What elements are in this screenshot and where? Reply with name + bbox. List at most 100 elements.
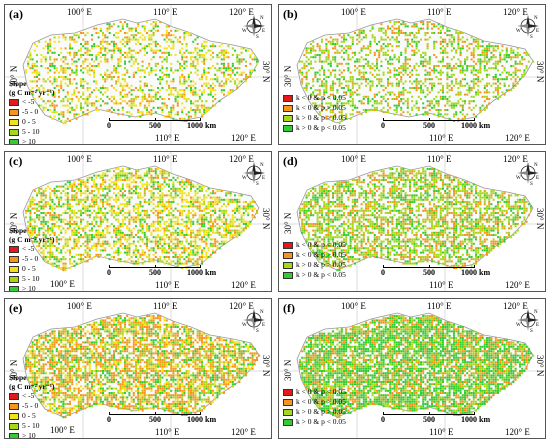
scale-tick-label: 0 (381, 121, 385, 130)
legend-item: k < 0 & p > 0.05 (283, 103, 346, 113)
legend-swatch (9, 392, 19, 400)
legend-label: 0 - 5 (22, 264, 36, 273)
legend-unit: (g C m⁻² yr⁻¹) (9, 235, 55, 244)
legend-item: > 10 (9, 284, 55, 291)
legend-title: Slope (9, 79, 27, 88)
legend-item: -5 - 0 (9, 254, 55, 264)
scale-tick-label: 1000 km (187, 268, 217, 277)
top-longitude-label: 110° E (153, 154, 178, 164)
trend-pixels (25, 21, 258, 125)
trend-pixels (25, 315, 261, 419)
top-longitude-label: 120° E (229, 154, 254, 164)
legend-swatch (283, 271, 293, 279)
legend-label: k < 0 & p < 0.05 (296, 93, 346, 102)
legend-label: -5 - 0 (22, 401, 39, 410)
top-longitude-label: 110° E (153, 301, 178, 311)
panel-label: (c) (9, 154, 23, 168)
scale-bar: 0 500 1000 km (107, 118, 216, 134)
legend-item: 5 - 10 (9, 274, 55, 284)
top-longitude-label: 120° E (503, 301, 528, 311)
basin-map (5, 152, 271, 291)
panel-label: (e) (9, 301, 23, 315)
top-longitude-label: 100° E (341, 7, 366, 17)
legend-item: > 10 (9, 137, 55, 144)
legend-swatch (283, 104, 293, 112)
bottom-longitude-label: 120° E (505, 280, 530, 290)
legend-swatch (283, 388, 293, 396)
basin-map (279, 5, 545, 144)
scale-tick-label: 0 (381, 415, 385, 424)
panel-label: (a) (9, 7, 23, 21)
svg-text:W: W (516, 29, 521, 34)
map-panel-a: (a) 100° E 110° E 120° E 110° E 120° E 30° N 30… (4, 4, 272, 145)
legend-item: -5 - 0 (9, 107, 55, 117)
legend-item: k > 0 & p > 0.05 (283, 260, 346, 270)
legend: k < 0 & p < 0.05 k < 0 & p > 0.05 k > 0 & … (283, 240, 346, 280)
legend-swatch (283, 94, 293, 102)
legend-label: k < 0 & p > 0.05 (296, 397, 346, 406)
legend-swatch (9, 108, 19, 116)
trend-pixels (299, 315, 535, 419)
legend-item: 5 - 10 (9, 421, 55, 431)
scale-tick-label: 0 (381, 268, 385, 277)
legend-unit: (g C m⁻² yr⁻¹) (9, 88, 55, 97)
legend-label: k > 0 & p < 0.05 (296, 123, 346, 132)
legend-swatch (9, 98, 19, 106)
legend-item: k > 0 & p < 0.05 (283, 417, 346, 427)
basin-map (5, 299, 271, 438)
legend-swatch (9, 128, 19, 136)
svg-text:E: E (536, 29, 539, 34)
bottom-longitude-label: 110° E (155, 133, 180, 143)
legend-item: 5 - 10 (9, 127, 55, 137)
latitude-label-left: 30° N (283, 65, 293, 87)
compass-rose-icon: NSW E (516, 309, 539, 333)
bottom-longitude-label: 110° E (155, 280, 180, 290)
legend-label: k > 0 & p < 0.05 (296, 417, 346, 426)
legend-swatch (283, 261, 293, 269)
scale-bar: 0 500 1000 km (381, 265, 490, 281)
bottom-longitude-label: 120° E (505, 427, 530, 437)
panel-label: (b) (283, 7, 298, 21)
legend-item: k > 0 & p > 0.05 (283, 113, 346, 123)
legend-label: 5 - 10 (22, 421, 40, 430)
scale-tick-label: 0 (107, 121, 111, 130)
bottom-longitude-label: 110° E (429, 427, 454, 437)
legend-label: > 10 (22, 431, 36, 439)
scale-bar: 0 500 1000 km (107, 265, 216, 281)
latitude-label-right: 30° N (261, 208, 271, 230)
legend-item: k > 0 & p < 0.05 (283, 270, 346, 280)
bottom-longitude-label: 100° E (50, 425, 75, 435)
latitude-label-right: 30° N (535, 208, 545, 230)
bottom-longitude-label: 120° E (505, 133, 530, 143)
compass-rose-icon: NSW E (516, 162, 539, 186)
legend-swatch (283, 124, 293, 132)
legend-label: -5 - 0 (22, 254, 39, 263)
legend-item: < -5 (9, 97, 55, 107)
legend-item: k < 0 & p > 0.05 (283, 250, 346, 260)
panel-label: (f) (283, 301, 295, 315)
svg-text:N: N (260, 16, 264, 21)
trend-pixels (299, 21, 535, 125)
legend-swatch (283, 241, 293, 249)
map-panel-d: (d) 100° E 110° E 120° E 110° E 120° E 30° N 30… (278, 151, 546, 292)
latitude-label-right: 30° N (535, 61, 545, 83)
legend-label: 5 - 10 (22, 274, 40, 283)
scale-bar: 0 500 1000 km (107, 412, 216, 428)
compass-rose-icon: NSW E (516, 15, 539, 39)
scale-tick-label: 1000 km (461, 415, 491, 424)
legend-label: k < 0 & p < 0.05 (296, 387, 346, 396)
legend-swatch (9, 138, 19, 144)
legend-item: < -5 (9, 244, 55, 254)
svg-text:E: E (262, 29, 265, 34)
legend-item: 0 - 5 (9, 411, 55, 421)
map-panel-e: (e) 100° E 110° E 120° E 110° E 120° E 30° N 30… (4, 298, 272, 439)
latitude-label-right: 30° N (535, 355, 545, 377)
legend-swatch (9, 275, 19, 283)
legend-label: k > 0 & p < 0.05 (296, 270, 346, 279)
legend-swatch (283, 398, 293, 406)
legend-label: 5 - 10 (22, 127, 40, 136)
top-longitude-label: 100° E (67, 7, 92, 17)
legend-item: k > 0 & p < 0.05 (283, 123, 346, 133)
